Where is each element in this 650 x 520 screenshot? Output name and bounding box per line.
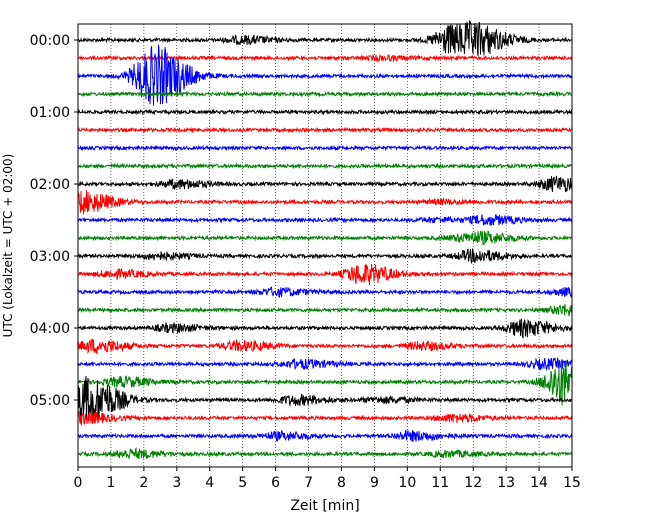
x-tick-label: 6	[271, 475, 280, 491]
trace-0130	[77, 144, 573, 152]
x-tick-label: 8	[337, 475, 346, 491]
x-tick-label: 14	[530, 475, 548, 491]
trace-0430	[77, 356, 573, 372]
x-tick-label: 1	[106, 475, 115, 491]
trace-0500	[77, 375, 573, 423]
x-tick-label: 15	[563, 475, 581, 491]
y-tick-label: 05:00	[30, 393, 70, 409]
x-axis: 0 1 2 3 4 5 6 7 8 9 10 11 12 13 14 15	[74, 467, 581, 491]
plot-frame	[77, 23, 573, 468]
x-tick-label: 0	[74, 475, 83, 491]
x-tick-label: 4	[205, 475, 214, 491]
trace-group	[77, 20, 573, 460]
x-tick-label: 12	[464, 475, 482, 491]
trace-0230	[77, 214, 573, 226]
trace-0015	[77, 53, 573, 63]
trace-0530	[77, 429, 573, 443]
trace-0545	[77, 446, 573, 460]
x-axis-label: Zeit [min]	[290, 498, 359, 514]
y-tick-label: 00:00	[30, 33, 70, 49]
trace-0445	[77, 360, 573, 406]
y-tick-label: 03:00	[30, 249, 70, 265]
x-tick-label: 2	[139, 475, 148, 491]
x-tick-label: 13	[497, 475, 515, 491]
y-tick-label: 04:00	[30, 321, 70, 337]
trace-0030	[77, 44, 573, 106]
trace-0215	[77, 190, 573, 215]
trace-0515	[77, 410, 573, 426]
trace-0200	[77, 175, 573, 193]
trace-0400	[77, 318, 573, 339]
trace-0245	[77, 230, 573, 246]
trace-0000	[77, 20, 573, 56]
vertical-grid	[110, 24, 540, 467]
trace-0145	[77, 162, 573, 170]
trace-0045	[77, 90, 573, 98]
x-tick-label: 10	[398, 475, 416, 491]
trace-0330	[77, 286, 573, 299]
y-tick-label: 01:00	[30, 105, 70, 121]
trace-0300	[77, 248, 573, 265]
trace-0115	[77, 126, 573, 134]
trace-0345	[78, 303, 573, 317]
trace-0315	[77, 263, 573, 285]
y-tick-label: 02:00	[30, 177, 70, 193]
trace-0415	[77, 338, 573, 356]
y-axis: 00:00 01:00 02:00 03:00 04:00 05:00	[30, 33, 78, 409]
x-tick-label: 3	[172, 475, 181, 491]
y-axis-label: UTC (Lokalzeit = UTC + 02:00)	[1, 154, 15, 338]
trace-0100	[77, 108, 573, 116]
x-tick-label: 7	[304, 475, 313, 491]
x-tick-label: 9	[370, 475, 379, 491]
x-tick-label: 5	[238, 475, 247, 491]
x-tick-label: 11	[431, 475, 449, 491]
